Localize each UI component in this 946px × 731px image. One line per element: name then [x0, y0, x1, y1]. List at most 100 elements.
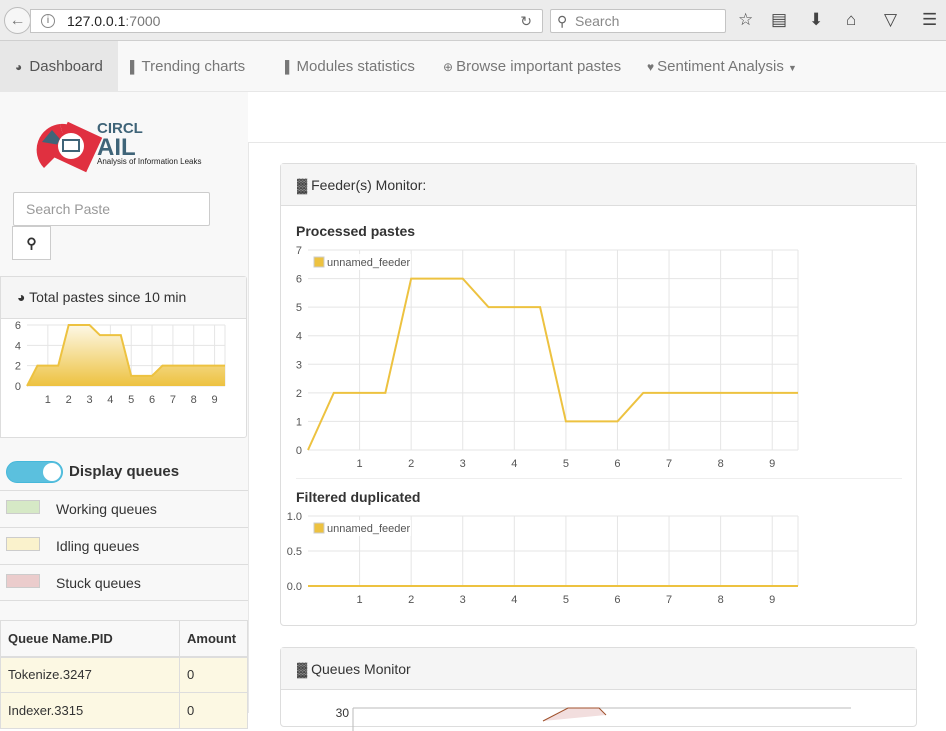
x-tick-label: 9 [769, 458, 775, 470]
menu-icon[interactable]: ☰ [922, 10, 938, 29]
search-icon: ⚲ [26, 235, 37, 251]
y-tick-label: 2 [15, 361, 21, 373]
x-tick-label: 8 [718, 594, 724, 606]
bar-chart-icon: ▓ [297, 661, 308, 677]
ail-logo: CIRCL AIL Analysis of Information Leaks [30, 116, 230, 179]
table-row: Tokenize.3247 0 [0, 656, 248, 693]
x-tick-label: 8 [191, 394, 197, 406]
y-tick-label: 0.0 [287, 581, 302, 593]
x-tick-label: 9 [212, 394, 218, 406]
display-queues-label: Display queues [69, 463, 180, 480]
x-tick-label: 4 [511, 458, 517, 470]
heart-icon: ♥ [647, 60, 655, 74]
y-tick-label: 4 [15, 340, 21, 352]
browser-toolbar: ← i 127.0.0.1:7000 ↻ ⚲ Search ☆ ▤ ⬇ ⌂ ▽ ☰ [0, 0, 946, 41]
nav-dashboard[interactable]: ◕ Dashboard [0, 41, 118, 92]
search-plus-icon: ⊕ [443, 60, 454, 74]
y-tick-label: 0.5 [287, 546, 302, 558]
search-icon: ⚲ [557, 13, 568, 29]
total-pastes-chart: 0 2 4 6 1 2 3 4 5 6 7 8 9 [15, 320, 226, 406]
x-tick-label: 2 [408, 594, 414, 606]
x-tick-label: 6 [149, 394, 155, 406]
search-paste-button[interactable]: ⚲ [12, 226, 51, 260]
x-tick-label: 2 [408, 458, 414, 470]
bar-chart-icon: ▌ [285, 60, 294, 74]
bookmark-star-icon[interactable]: ☆ [738, 10, 754, 29]
series-line [307, 277, 798, 451]
filtered-duplicated-title: Filtered duplicated [296, 489, 421, 505]
nav-trending-charts[interactable]: ▌ Trending charts [130, 58, 246, 75]
legend-stuck: Stuck queues [0, 564, 248, 601]
y-tick-label: 6 [296, 274, 302, 286]
x-tick-label: 6 [614, 458, 620, 470]
url-bar[interactable]: i 127.0.0.1:7000 ↻ [30, 9, 543, 33]
x-tick-label: 2 [66, 394, 72, 406]
y-tick-label: 0 [15, 381, 21, 393]
x-tick-label: 1 [357, 458, 363, 470]
x-tick-label: 1 [357, 594, 363, 606]
series-line [26, 324, 225, 387]
x-tick-label: 3 [460, 458, 466, 470]
y-tick-label: 4 [296, 331, 302, 343]
x-tick-label: 3 [460, 594, 466, 606]
back-button[interactable]: ← [4, 7, 31, 34]
x-tick-label: 5 [128, 394, 134, 406]
display-queues-toggle[interactable] [6, 461, 63, 483]
y-tick-label: 3 [296, 359, 302, 371]
y-tick-label: 2 [296, 388, 302, 400]
pocket-icon[interactable]: ▽ [884, 10, 898, 29]
y-tick-label: 7 [296, 245, 302, 257]
y-tick-label: 30 [336, 706, 350, 720]
home-icon[interactable]: ⌂ [846, 10, 857, 29]
filtered-duplicated-chart: 0.0 0.5 1.0 1 2 3 4 5 6 7 8 9 unnamed_feeder [287, 511, 799, 606]
x-tick-label: 6 [614, 594, 620, 606]
logo-brand: CIRCL [97, 120, 143, 137]
browser-search-input[interactable]: ⚲ Search [550, 9, 726, 33]
x-tick-label: 7 [170, 394, 176, 406]
x-tick-label: 9 [769, 594, 775, 606]
legend-swatch [313, 522, 325, 534]
navbar: ◕ Dashboard ▌ Trending charts ▌ Modules st… [0, 41, 946, 92]
y-tick-label: 0 [296, 445, 302, 457]
table-row: Indexer.3315 0 [0, 692, 248, 729]
x-tick-label: 8 [718, 458, 724, 470]
nav-modules-statistics[interactable]: ▌ Modules statistics [285, 58, 415, 75]
nav-sentiment-analysis[interactable]: ♥ Sentiment Analysis ▼ [647, 58, 797, 75]
logo-name: AIL [97, 134, 136, 161]
x-tick-label: 3 [86, 394, 92, 406]
x-tick-label: 1 [45, 394, 51, 406]
legend-box [311, 520, 411, 536]
y-tick-label: 1 [296, 416, 302, 428]
nav-browse-important-pastes[interactable]: ⊕ Browse important pastes [443, 58, 622, 75]
reading-list-icon[interactable]: ▤ [771, 10, 788, 29]
y-tick-label: 1.0 [287, 511, 302, 523]
x-tick-label: 7 [666, 594, 672, 606]
info-icon[interactable]: i [41, 14, 55, 28]
sidebar: CIRCL AIL Analysis of Information Leaks … [0, 92, 248, 729]
queues-table: Queue Name.PID Amount Tokenize.3247 0 Inde… [0, 620, 248, 729]
legend-label: unnamed_feeder [327, 523, 411, 535]
logo-tagline: Analysis of Information Leaks [97, 157, 202, 166]
caret-down-icon: ▼ [788, 63, 797, 73]
legend-idling: Idling queues [0, 527, 248, 564]
x-tick-label: 4 [107, 394, 113, 406]
x-tick-label: 7 [666, 458, 672, 470]
y-tick-label: 6 [15, 320, 21, 332]
search-paste-input[interactable]: Search Paste [13, 192, 210, 226]
x-tick-label: 5 [563, 594, 569, 606]
x-tick-label: 4 [511, 594, 517, 606]
bar-chart-icon: ▓ [297, 177, 308, 193]
legend-working: Working queues [0, 490, 248, 527]
legend-swatch [313, 256, 325, 268]
dashboard-icon: ◕ [15, 60, 23, 74]
download-icon[interactable]: ⬇ [809, 10, 824, 29]
x-tick-label: 5 [563, 458, 569, 470]
bar-chart-icon: ▌ [130, 60, 139, 74]
processed-pastes-title: Processed pastes [296, 223, 416, 239]
queues-monitor-panel: ▓ Queues Monitor 30 [280, 647, 917, 731]
queues-monitor-chart: 30 [336, 706, 851, 731]
reload-icon[interactable]: ↻ [520, 13, 532, 29]
legend-label: unnamed_feeder [327, 257, 411, 269]
